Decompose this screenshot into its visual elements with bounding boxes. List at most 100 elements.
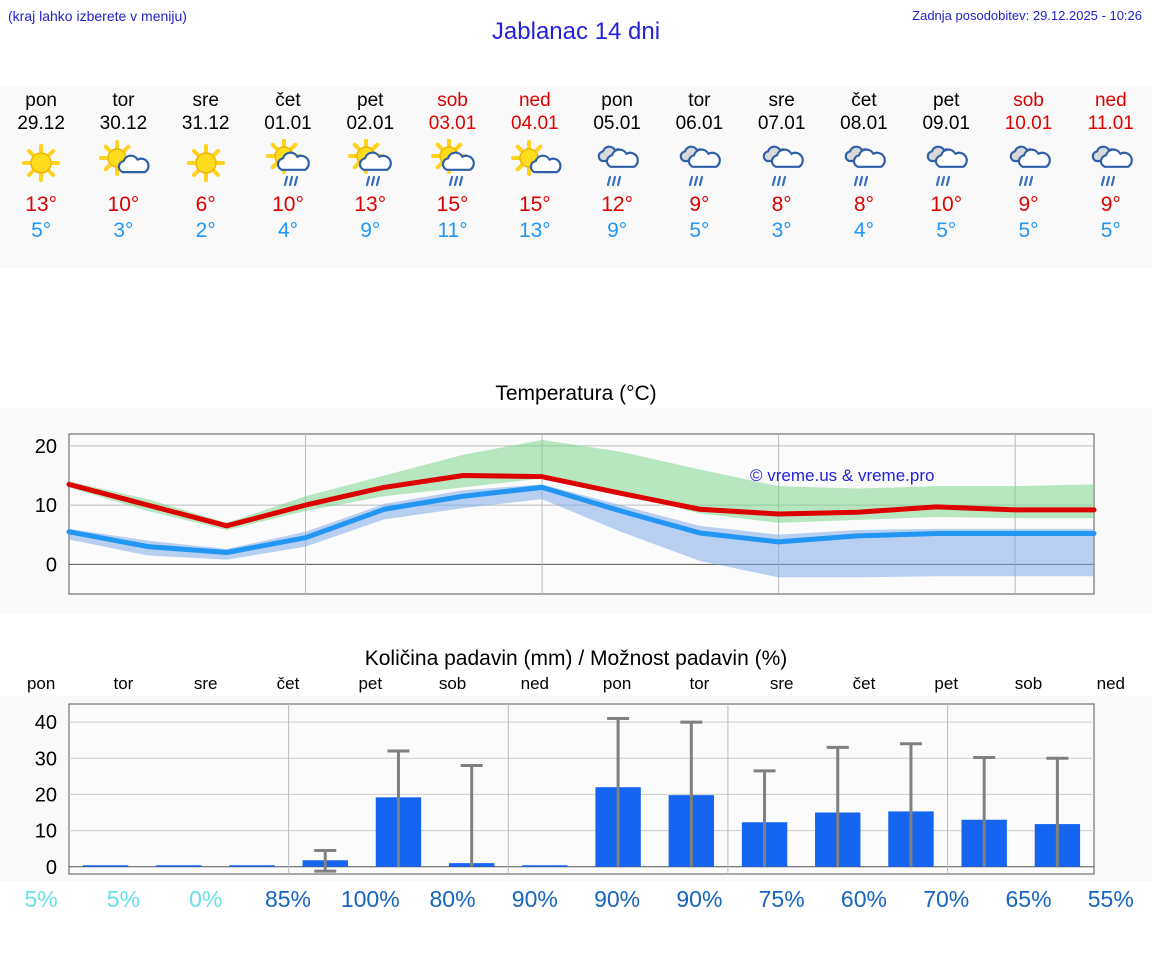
page-header: (kraj lahko izberete v meniju) Jablanac … — [0, 0, 1152, 50]
forecast-min-temp: 5° — [1018, 219, 1039, 242]
precipitation-day-labels: pon tor sre čet pet sob ned pon tor sre čet pet sob n… — [0, 674, 1152, 696]
forecast-day-name: ned — [518, 90, 551, 111]
cloud-rain-icon — [1084, 136, 1138, 192]
forecast-day-name: sre — [192, 90, 219, 111]
cloud-rain-icon — [919, 136, 973, 192]
forecast-day-column[interactable]: tor 06.01 9° 5° — [658, 86, 740, 268]
sun-cloud-rain-icon — [426, 136, 480, 192]
precipitation-day-label: ned — [1096, 674, 1125, 693]
precipitation-day-label: čet — [852, 674, 876, 693]
forecast-day-name: sre — [768, 90, 795, 111]
forecast-day-date: 11.01 — [1087, 113, 1134, 134]
forecast-day-column[interactable]: sob 10.01 9° 5° — [987, 86, 1069, 268]
temperature-chart-block: Temperatura (°C) 0 10 20 — [0, 380, 1152, 620]
svg-text:40: 40 — [35, 712, 57, 734]
forecast-day-date: 08.01 — [840, 113, 888, 134]
forecast-max-temp: 10° — [272, 193, 304, 216]
forecast-day-name: tor — [688, 90, 711, 111]
sun-cloud-icon — [96, 136, 150, 192]
forecast-min-temp: 4° — [277, 219, 299, 242]
forecast-day-column[interactable]: ned 11.01 9° 5° — [1070, 86, 1152, 268]
cloud-rain-icon — [755, 136, 809, 192]
sun-icon — [179, 136, 233, 192]
forecast-min-temp: 9° — [360, 219, 381, 242]
forecast-day-date: 01.01 — [264, 113, 312, 134]
forecast-max-temp: 13° — [354, 193, 387, 216]
forecast-day-name: pet — [933, 90, 960, 111]
svg-text:30: 30 — [35, 748, 57, 770]
precipitation-probability: 90% — [594, 886, 641, 912]
svg-text:10: 10 — [35, 821, 57, 843]
forecast-strip: pon 29.12 13° 5° tor 30.12 10° 3° sre 31.12 6° 2° če… — [0, 86, 1152, 268]
cloud-rain-icon — [672, 136, 726, 192]
forecast-day-date: 04.01 — [511, 113, 559, 134]
forecast-max-temp: 9° — [1100, 193, 1121, 216]
forecast-min-temp: 3° — [113, 219, 134, 242]
precipitation-probability: 75% — [758, 886, 805, 912]
forecast-day-column[interactable]: tor 30.12 10° 3° — [82, 86, 164, 268]
forecast-day-date: 09.01 — [922, 113, 970, 134]
forecast-day-date: 05.01 — [593, 113, 641, 134]
precipitation-probability: 5% — [24, 886, 58, 912]
forecast-day-name: tor — [112, 90, 135, 111]
sun-cloud-rain-icon — [343, 136, 397, 192]
precipitation-day-label: čet — [276, 674, 300, 693]
forecast-max-temp: 10° — [107, 193, 140, 216]
forecast-day-column[interactable]: sre 31.12 6° 2° — [165, 86, 247, 268]
forecast-day-name: čet — [851, 90, 877, 111]
forecast-max-temp: 12° — [601, 193, 633, 216]
precipitation-day-label: sre — [193, 674, 218, 693]
forecast-day-column[interactable]: čet 08.01 8° 4° — [823, 86, 905, 268]
precipitation-probability: 0% — [189, 886, 223, 912]
precipitation-probability: 55% — [1087, 886, 1134, 912]
forecast-max-temp: 6° — [195, 193, 216, 216]
precipitation-probability: 90% — [511, 886, 558, 912]
sun-cloud-icon — [508, 136, 562, 192]
precipitation-probability: 80% — [429, 886, 476, 912]
precipitation-day-label: pon — [602, 674, 632, 693]
cloud-rain-icon — [590, 136, 644, 192]
precipitation-svg: 0 10 20 30 40 — [35, 703, 1095, 879]
forecast-day-name: sob — [1013, 90, 1044, 111]
precipitation-probability: 85% — [264, 886, 311, 912]
forecast-day-column[interactable]: pet 09.01 10° 5° — [905, 86, 987, 268]
precipitation-day-label: tor — [689, 674, 710, 693]
precipitation-chart-title: Količina padavin (mm) / Možnost padavin … — [364, 647, 788, 670]
forecast-day-name: pon — [601, 90, 633, 111]
forecast-day-date: 07.01 — [757, 113, 806, 134]
forecast-day-name: čet — [275, 90, 301, 111]
forecast-max-temp: 9° — [689, 193, 710, 216]
precipitation-probability-labels: 5% 5% 0% 85% 100% 80% 90% 90% 90% 75% 60% 70% 65% 55% — [0, 886, 1152, 920]
forecast-day-date: 03.01 — [428, 113, 477, 134]
forecast-day-date: 29.12 — [17, 113, 65, 134]
forecast-day-name: sob — [437, 90, 468, 111]
forecast-day-column[interactable]: pon 05.01 12° 9° — [576, 86, 658, 268]
precipitation-chart-block: Količina padavin (mm) / Možnost padavin … — [0, 644, 1152, 975]
forecast-day-column[interactable]: ned 04.01 15° 13° — [494, 86, 576, 268]
temperature-chart-title: Temperatura (°C) — [495, 382, 657, 405]
page-title: Jablanac 14 dni — [491, 18, 661, 45]
forecast-min-temp: 3° — [771, 219, 792, 242]
cloud-rain-icon — [1002, 136, 1056, 192]
forecast-day-column[interactable]: sre 07.01 8° 3° — [741, 86, 823, 268]
precipitation-plot-area: 0 10 20 30 40 — [0, 696, 1152, 881]
forecast-day-date: 06.01 — [675, 113, 724, 134]
precipitation-day-label: tor — [113, 674, 134, 693]
forecast-max-temp: 9° — [1018, 193, 1039, 216]
forecast-min-temp: 11° — [437, 219, 468, 242]
forecast-day-column[interactable]: čet 01.01 10° 4° — [247, 86, 329, 268]
forecast-day-name: pon — [25, 90, 57, 111]
forecast-max-temp: 15° — [518, 193, 551, 216]
forecast-day-column[interactable]: sob 03.01 15° 11° — [411, 86, 493, 268]
precipitation-probability: 65% — [1005, 886, 1052, 912]
forecast-min-temp: 5° — [689, 219, 710, 242]
forecast-min-temp: 2° — [195, 219, 216, 242]
forecast-min-temp: 13° — [518, 219, 551, 242]
forecast-day-date: 30.12 — [99, 113, 148, 134]
forecast-day-column[interactable]: pet 02.01 13° 9° — [329, 86, 411, 268]
precipitation-day-label: pet — [358, 674, 383, 693]
forecast-min-temp: 5° — [936, 219, 957, 242]
last-updated-label: Zadnja posodobitev: 29.12.2025 - 10:26 — [912, 8, 1142, 23]
forecast-day-column[interactable]: pon 29.12 13° 5° — [0, 86, 82, 268]
